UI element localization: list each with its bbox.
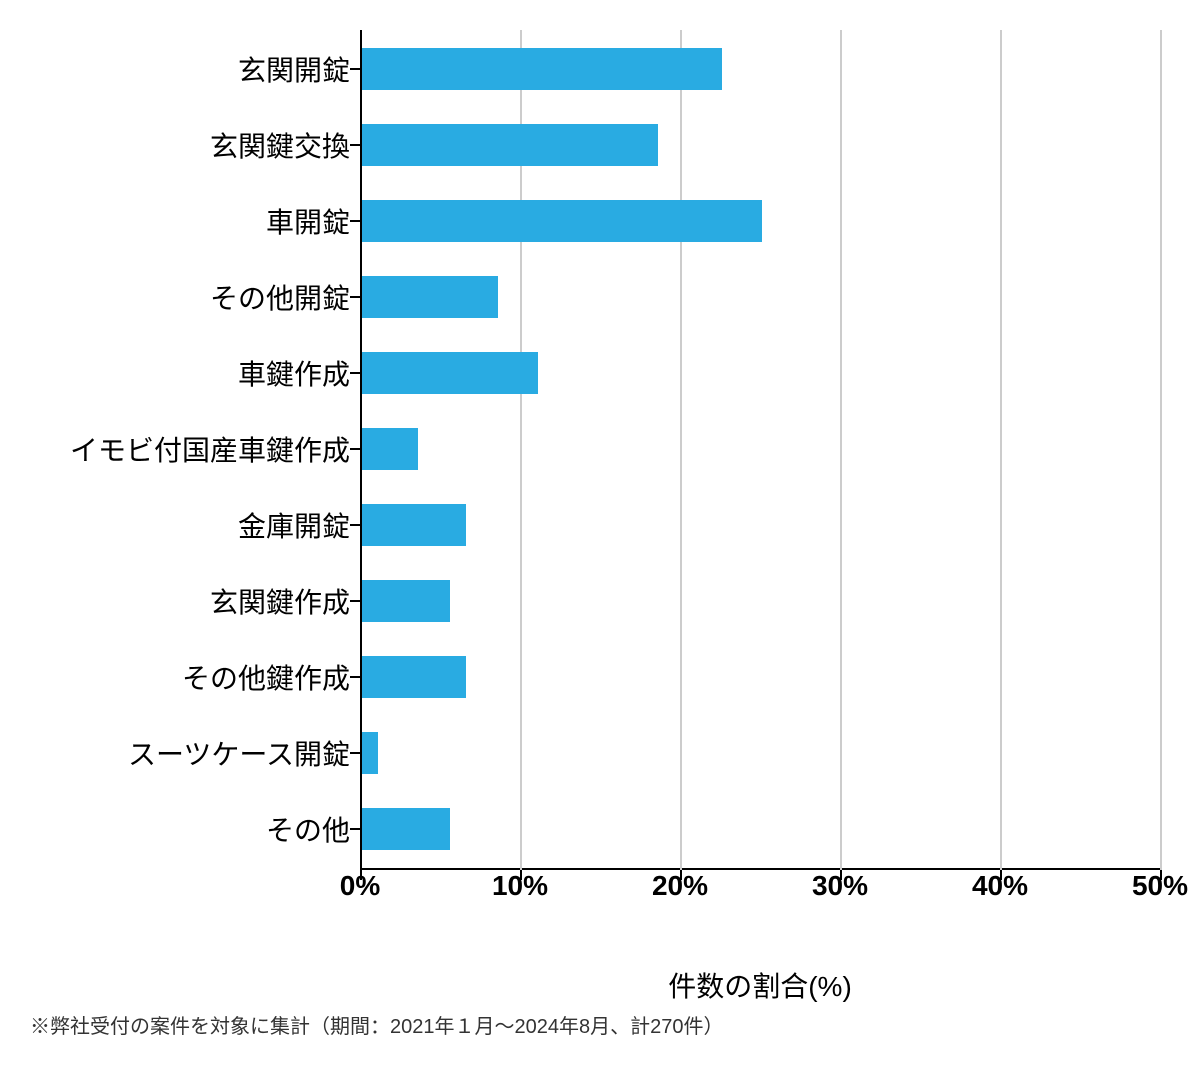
bar [362,732,378,774]
x-axis-title: 件数の割合(%) [360,965,1160,1005]
y-tick-label: 玄関鍵作成 [210,581,350,621]
y-tick [350,144,360,146]
y-tick [350,828,360,830]
bar [362,124,658,166]
bar [362,504,466,546]
footnote: ※弊社受付の案件を対象に集計（期間：2021年１月～2024年8月、計270件） [30,1010,723,1039]
gridline [1160,30,1162,870]
y-tick-label: 玄関鍵交換 [210,125,350,165]
plot-area [360,30,1160,870]
x-tick-label: 30% [812,870,868,902]
bar [362,352,538,394]
y-tick-label: スーツケース開錠 [128,733,350,773]
bar [362,276,498,318]
x-axis-line [360,868,1160,870]
y-tick-label: 金庫開錠 [238,505,350,545]
y-tick [350,448,360,450]
y-tick [350,220,360,222]
y-tick [350,68,360,70]
gridline [1000,30,1002,870]
x-tick-label: 20% [652,870,708,902]
y-tick [350,752,360,754]
bar [362,428,418,470]
y-tick-label: 車鍵作成 [238,353,350,393]
bar [362,200,762,242]
x-tick-label: 40% [972,870,1028,902]
bar [362,580,450,622]
y-tick [350,372,360,374]
bar [362,656,466,698]
y-tick-label: 玄関開錠 [238,49,350,89]
gridline [680,30,682,870]
bar [362,808,450,850]
gridline [840,30,842,870]
y-tick [350,296,360,298]
y-tick-label: その他鍵作成 [182,657,350,697]
x-tick-label: 50% [1132,870,1188,902]
y-tick [350,676,360,678]
y-tick-label: イモビ付国産車鍵作成 [70,429,350,469]
y-tick-label: その他開錠 [210,277,350,317]
x-tick-label: 10% [492,870,548,902]
y-tick-label: 車開錠 [266,201,350,241]
chart-container: 0%10%20%30%40%50% 玄関開錠玄関鍵交換車開錠その他開錠車鍵作成イ… [20,20,1180,940]
bar [362,48,722,90]
y-tick [350,600,360,602]
x-tick-label: 0% [340,870,380,902]
y-tick-label: その他 [266,809,350,849]
y-tick [350,524,360,526]
